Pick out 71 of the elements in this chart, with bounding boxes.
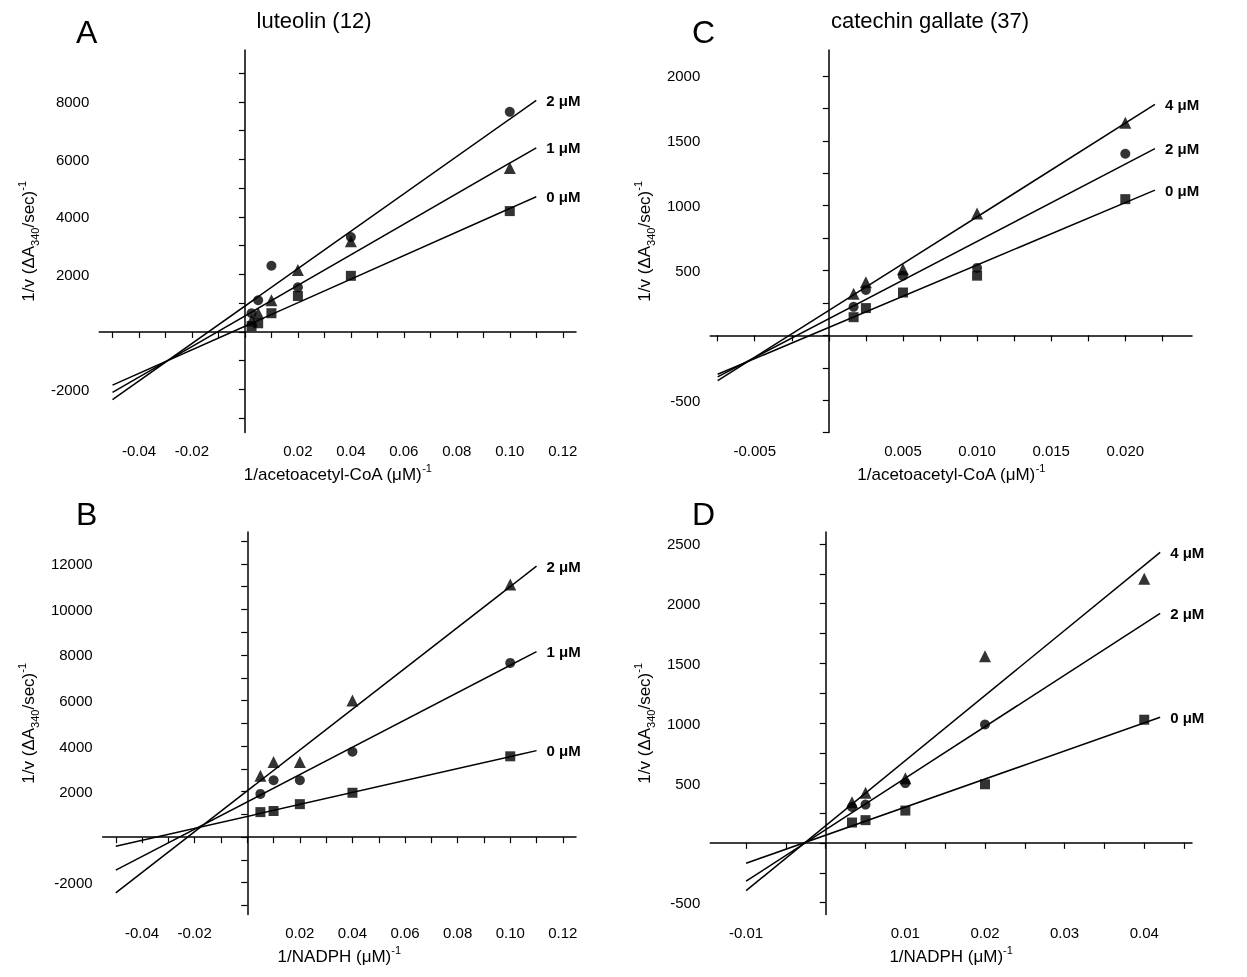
series-label: 0 μM [546, 742, 581, 760]
y-tick-label: 8000 [59, 646, 93, 664]
y-tick-label: -2000 [50, 380, 90, 398]
y-tick-label: 2000 [666, 595, 701, 613]
x-tick-label: 0.06 [389, 441, 419, 459]
x-tick-label: 0.08 [442, 441, 472, 459]
x-tick-label: -0.02 [177, 923, 212, 941]
y-tick-label: 1500 [666, 655, 701, 673]
x-tick-label: 0.04 [336, 441, 366, 459]
y-tick-label: 500 [675, 774, 701, 792]
series-label: 2 μM [1164, 140, 1200, 158]
y-tick-label: 1000 [666, 714, 701, 732]
x-tick-label: 0.04 [1129, 923, 1159, 941]
y-tick-label: 2000 [666, 67, 701, 85]
y-tick-label: -500 [670, 894, 701, 912]
x-tick-label: 0.005 [884, 441, 922, 459]
x-tick-label: 0.12 [548, 923, 578, 941]
x-tick-label: 0.010 [958, 441, 996, 459]
y-axis-title: 1/v (ΔA340/sec)-1 [15, 180, 41, 302]
x-tick-label: 0.04 [337, 923, 368, 941]
y-axis-title: 1/v (ΔA340/sec)-1 [15, 662, 41, 784]
series-label: 0 μM [546, 188, 581, 206]
y-tick-label: 1500 [666, 132, 701, 150]
y-axis-title: 1/v (ΔA340/sec)-1 [631, 180, 657, 302]
chart-title: catechin gallate (37) [830, 7, 1030, 33]
series-label: 2 μM [1170, 604, 1205, 622]
y-tick-label: 500 [675, 261, 701, 279]
y-tick-label: 4000 [59, 737, 93, 755]
x-tick-label: 0.06 [390, 923, 420, 941]
x-tick-label: 0.10 [495, 923, 525, 941]
x-tick-label: 0.02 [970, 923, 1000, 941]
y-tick-label: 8000 [55, 93, 90, 111]
y-tick-label: -500 [670, 391, 701, 409]
y-tick-label: 10000 [50, 600, 93, 618]
x-tick-label: -0.02 [174, 441, 210, 459]
y-axis-title: 1/v (ΔA340/sec)-1 [631, 662, 657, 784]
y-tick-label: 6000 [59, 692, 93, 710]
y-tick-label: 2500 [666, 535, 701, 553]
chart-title: luteolin (12) [256, 7, 372, 33]
series-label: 1 μM [546, 643, 581, 661]
series-label: 2 μM [546, 557, 581, 575]
series-label: 2 μM [546, 91, 581, 109]
text: B [76, 496, 98, 532]
x-tick-label: -0.01 [729, 923, 764, 941]
x-tick-label: 0.08 [443, 923, 473, 941]
y-tick-label: 4000 [55, 208, 90, 226]
text: A [76, 14, 98, 50]
series-label: 4 μM [1164, 95, 1200, 113]
series-label: 0 μM [1170, 708, 1205, 726]
y-tick-label: -2000 [54, 874, 93, 892]
series-label: 1 μM [546, 139, 581, 157]
x-tick-label: 0.020 [1106, 441, 1145, 459]
y-tick-label: 1000 [666, 197, 701, 215]
series-label: 4 μM [1170, 543, 1205, 561]
x-tick-label: -0.04 [121, 441, 157, 459]
x-tick-label: 0.03 [1050, 923, 1080, 941]
x-tick-label: -0.005 [733, 441, 777, 459]
x-tick-label: 0.10 [495, 441, 525, 459]
annotation: C [692, 14, 716, 50]
series-label: 0 μM [1164, 181, 1200, 199]
x-tick-label: 0.01 [890, 923, 920, 941]
x-tick-label: 0.02 [285, 923, 315, 941]
y-tick-label: 12000 [50, 555, 93, 573]
y-tick-label: 2000 [55, 265, 90, 283]
x-tick-label: 0.015 [1032, 441, 1070, 459]
y-tick-label: 6000 [55, 150, 90, 168]
x-tick-label: 0.02 [283, 441, 313, 459]
y-tick-label: 2000 [59, 783, 93, 801]
annotation: D [692, 496, 716, 532]
x-tick-label: -0.04 [124, 923, 160, 941]
x-tick-label: 0.12 [548, 441, 578, 459]
